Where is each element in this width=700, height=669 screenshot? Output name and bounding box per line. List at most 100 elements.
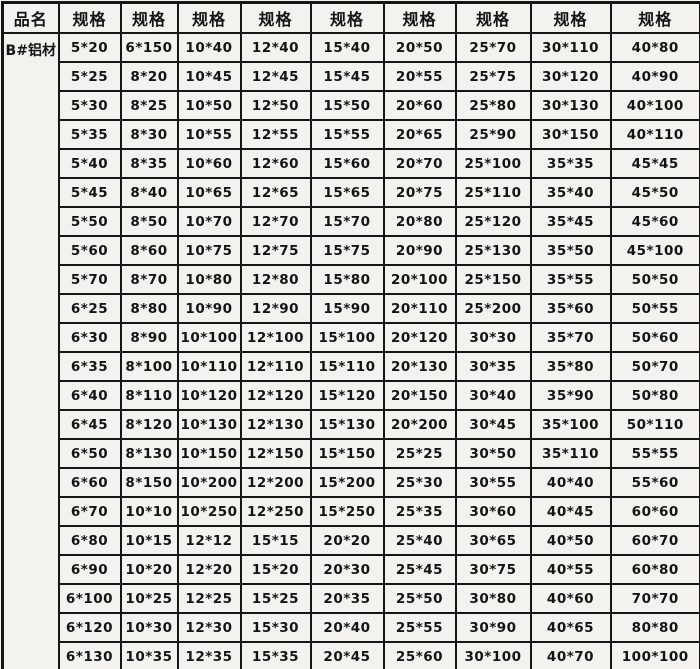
spec-cell: 20*90 xyxy=(382,235,457,266)
spec-cell: 60*80 xyxy=(609,554,700,585)
spec-cell: 12*75 xyxy=(239,235,312,266)
spec-cell: 12*90 xyxy=(239,293,312,324)
table-row: 6*70 10*10 10*250 12*250 15*250 25*35 30*60 40*… xyxy=(3,496,700,527)
spec-cell: 15*250 xyxy=(309,496,385,527)
spec-cell: 40*60 xyxy=(529,583,612,614)
spec-cell: 15*90 xyxy=(309,293,385,324)
spec-cell: 40*50 xyxy=(529,525,612,556)
spec-cell: 6*60 xyxy=(57,467,122,498)
spec-cell: 20*200 xyxy=(382,409,457,440)
spec-cell: 20*130 xyxy=(382,351,457,382)
spec-cell: 12*35 xyxy=(176,641,242,669)
spec-cell: 12*100 xyxy=(239,322,312,353)
spec-column-header: 规格 xyxy=(176,1,242,34)
spec-cell: 10*70 xyxy=(176,206,242,237)
spec-cell: 25*50 xyxy=(382,583,457,614)
spec-cell: 15*25 xyxy=(239,583,312,614)
table-row: 6*90 10*20 12*20 15*20 20*30 25*45 30*75 40*55 6… xyxy=(3,554,700,585)
spec-cell: 80*80 xyxy=(609,612,700,643)
spec-cell: 25*120 xyxy=(454,206,532,237)
spec-cell: 20*70 xyxy=(382,148,457,179)
spec-cell: 12*250 xyxy=(239,496,312,527)
spec-cell: 15*130 xyxy=(309,409,385,440)
spec-cell: 20*120 xyxy=(382,322,457,353)
spec-column-header: 规格 xyxy=(529,1,612,34)
spec-column-header: 规格 xyxy=(239,1,312,34)
spec-cell: 8*110 xyxy=(119,380,179,411)
spec-cell: 12*20 xyxy=(176,554,242,585)
spec-cell: 25*100 xyxy=(454,148,532,179)
spec-cell: 15*65 xyxy=(309,177,385,208)
table-row: 5*70 8*70 10*80 12*80 15*80 20*100 25*150 35*55… xyxy=(3,264,700,295)
table-row: 6*50 8*130 10*150 12*150 15*150 25*25 30*50 35*… xyxy=(3,438,700,469)
spec-cell: 12*130 xyxy=(239,409,312,440)
spec-cell: 30*30 xyxy=(454,322,532,353)
spec-cell: 15*75 xyxy=(309,235,385,266)
spec-cell: 20*110 xyxy=(382,293,457,324)
spec-cell: 8*80 xyxy=(119,293,179,324)
table-row: 6*25 8*80 10*90 12*90 15*90 20*110 25*200 35*60… xyxy=(3,293,700,324)
spec-cell: 5*30 xyxy=(57,90,122,121)
spec-column-header: 规格 xyxy=(309,1,385,34)
spec-cell: 25*150 xyxy=(454,264,532,295)
spec-cell: 10*35 xyxy=(119,641,179,669)
spec-cell: 6*30 xyxy=(57,322,122,353)
spec-cell: 35*80 xyxy=(529,351,612,382)
spec-cell: 35*110 xyxy=(529,438,612,469)
spec-cell: 25*25 xyxy=(382,438,457,469)
spec-cell: 12*12 xyxy=(176,525,242,556)
spec-cell: 35*100 xyxy=(529,409,612,440)
spec-cell: 20*100 xyxy=(382,264,457,295)
spec-column-header: 规格 xyxy=(119,1,179,34)
spec-cell: 15*30 xyxy=(239,612,312,643)
spec-cell: 45*50 xyxy=(609,177,700,208)
spec-cell: 40*100 xyxy=(609,90,700,121)
spec-cell: 10*100 xyxy=(176,322,242,353)
spec-cell: 25*200 xyxy=(454,293,532,324)
spec-cell: 8*60 xyxy=(119,235,179,266)
spec-cell: 45*100 xyxy=(609,235,700,266)
table-row: 6*130 10*35 12*35 15*35 20*45 25*60 30*100 40*7… xyxy=(3,641,700,669)
spec-cell: 30*80 xyxy=(454,583,532,614)
spec-cell: 5*70 xyxy=(57,264,122,295)
spec-cell: 12*110 xyxy=(239,351,312,382)
spec-cell: 25*75 xyxy=(454,61,532,92)
spec-cell: 20*50 xyxy=(382,32,457,63)
spec-cell: 15*35 xyxy=(239,641,312,669)
spec-cell: 6*120 xyxy=(57,612,122,643)
spec-cell: 15*120 xyxy=(309,380,385,411)
spec-cell: 30*90 xyxy=(454,612,532,643)
spec-cell: 10*25 xyxy=(119,583,179,614)
spec-cell: 15*80 xyxy=(309,264,385,295)
spec-cell: 6*150 xyxy=(119,32,179,63)
spec-cell: 30*120 xyxy=(529,61,612,92)
spec-cell: 20*150 xyxy=(382,380,457,411)
table-row: 6*60 8*150 10*200 12*200 15*200 25*30 30*55 40*… xyxy=(3,467,700,498)
spec-cell: 20*45 xyxy=(309,641,385,669)
header-row: 品名 规格 规格 规格 规格 规格 规格 规格 规格 规格 xyxy=(1,1,700,34)
spec-cell: 6*100 xyxy=(57,583,122,614)
spec-cell: 15*110 xyxy=(309,351,385,382)
spec-cell: 5*45 xyxy=(57,177,122,208)
spec-cell: 12*55 xyxy=(239,119,312,150)
spec-cell: 20*30 xyxy=(309,554,385,585)
spec-cell: 8*70 xyxy=(119,264,179,295)
table-row: 5*40 8*35 10*60 12*60 15*60 20*70 25*100 35*35 4… xyxy=(3,148,700,179)
spec-cell: 12*45 xyxy=(239,61,312,92)
product-name-cell: B#铝材 xyxy=(1,32,60,669)
spec-cell: 40*40 xyxy=(529,467,612,498)
spec-cell: 45*60 xyxy=(609,206,700,237)
spec-cell: 100*100 xyxy=(609,641,700,669)
spec-cell: 50*50 xyxy=(609,264,700,295)
spec-cell: 20*80 xyxy=(382,206,457,237)
spec-cell: 12*150 xyxy=(239,438,312,469)
spec-cell: 10*45 xyxy=(176,61,242,92)
spec-cell: 20*35 xyxy=(309,583,385,614)
table-row: 5*60 8*60 10*75 12*75 15*75 20*90 25*130 35*50 4… xyxy=(3,235,700,266)
spec-cell: 15*50 xyxy=(309,90,385,121)
spec-cell: 15*70 xyxy=(309,206,385,237)
spec-cell: 30*150 xyxy=(529,119,612,150)
spec-cell: 25*45 xyxy=(382,554,457,585)
spec-cell: 35*70 xyxy=(529,322,612,353)
spec-cell: 40*55 xyxy=(529,554,612,585)
